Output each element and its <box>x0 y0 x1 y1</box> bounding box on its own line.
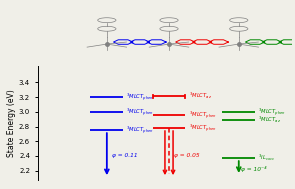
Text: φ = 0.05: φ = 0.05 <box>174 153 200 159</box>
Text: $^{3}$MLCT$_{phen}$: $^{3}$MLCT$_{phen}$ <box>126 125 154 136</box>
Text: $^{3}$MLCT$_{phen}$: $^{3}$MLCT$_{phen}$ <box>189 122 217 134</box>
Text: $^{3}$MLCT$_{phen}$: $^{3}$MLCT$_{phen}$ <box>126 106 154 118</box>
Text: $^{3}$IL$_{cocc}$: $^{3}$IL$_{cocc}$ <box>258 153 276 163</box>
Text: $^{3}$MLCT$_{az}$: $^{3}$MLCT$_{az}$ <box>189 91 212 101</box>
Text: $^{3}$MLCT$_{phen}$: $^{3}$MLCT$_{phen}$ <box>126 91 154 103</box>
Text: φ = 0.11: φ = 0.11 <box>112 153 137 159</box>
Y-axis label: State Energy (eV): State Energy (eV) <box>7 89 16 157</box>
Text: $^{3}$MLCT$_{phen}$: $^{3}$MLCT$_{phen}$ <box>258 106 286 118</box>
Text: $^{3}$MLCT$_{az}$: $^{3}$MLCT$_{az}$ <box>258 115 281 125</box>
Text: $^{3}$MLCT$_{phen}$: $^{3}$MLCT$_{phen}$ <box>189 109 217 121</box>
Text: φ = 10⁻⁴: φ = 10⁻⁴ <box>241 166 267 172</box>
